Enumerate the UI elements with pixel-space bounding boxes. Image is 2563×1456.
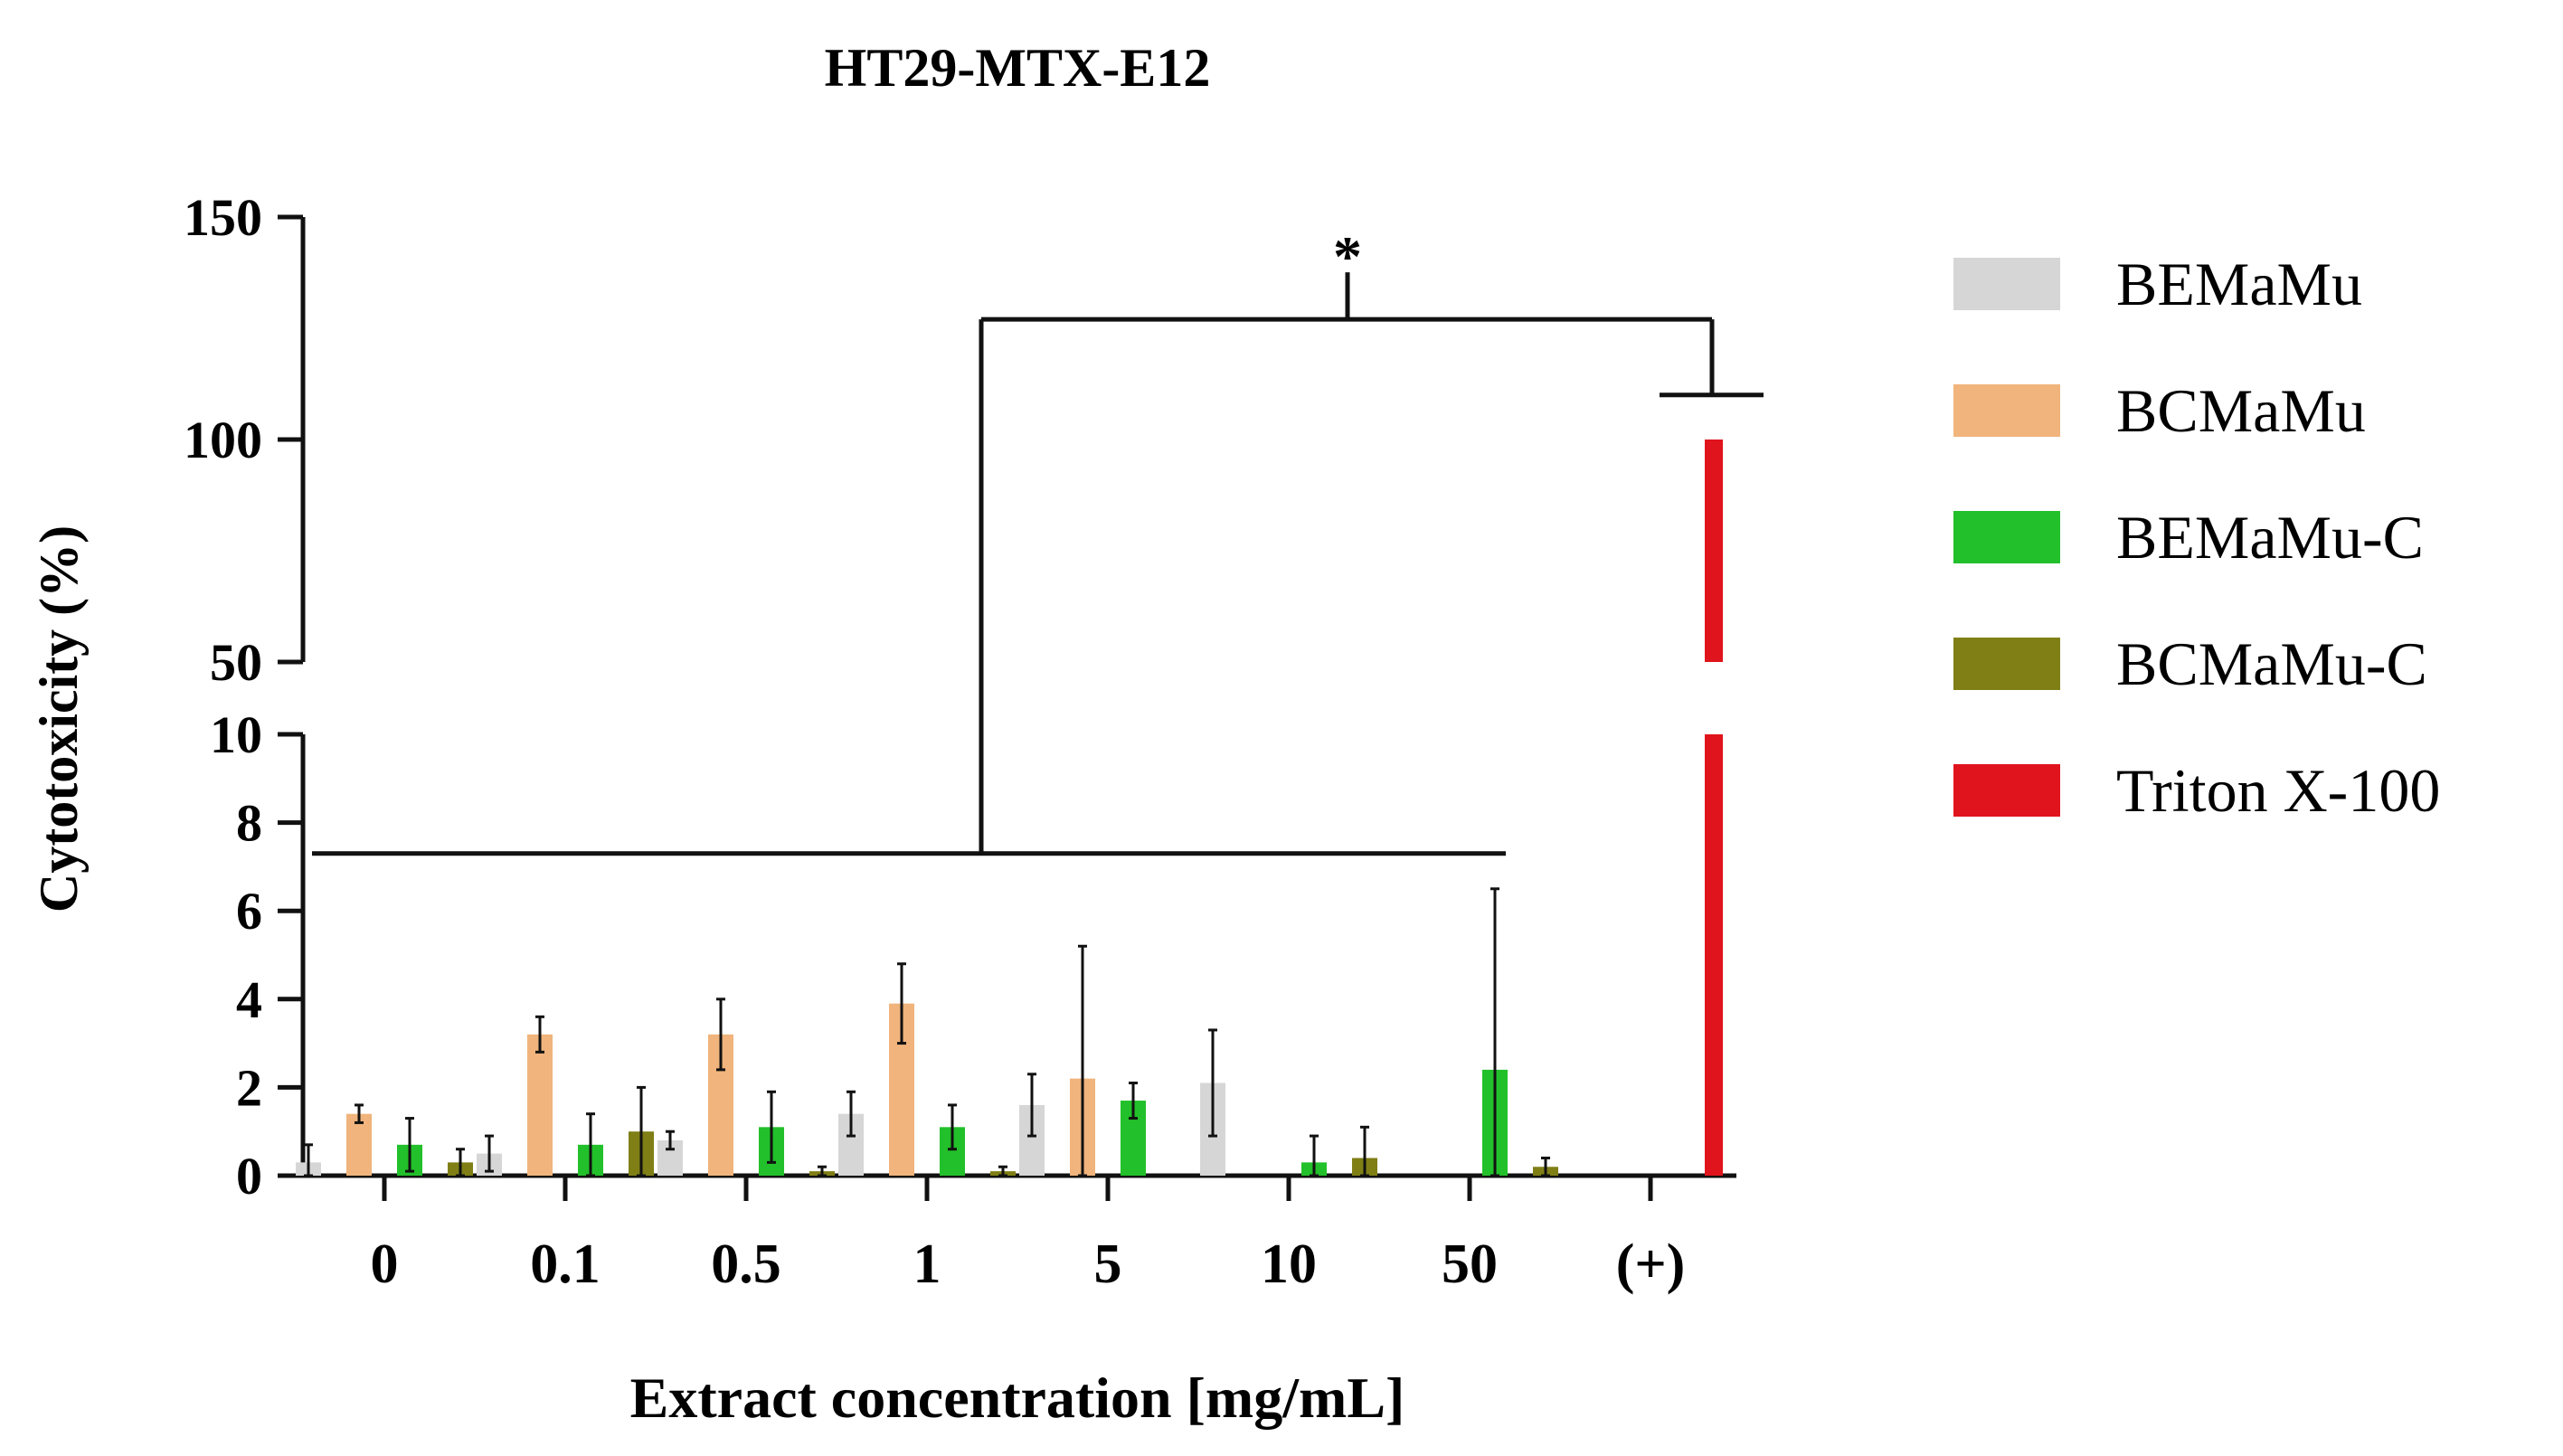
y-tick-label: 2: [236, 1058, 262, 1117]
x-tick-label: 5: [1094, 1234, 1122, 1295]
legend-label: BCMaMu: [2116, 376, 2366, 445]
bar-lower-part: [1705, 734, 1723, 1176]
bar-upper-part: [1705, 440, 1723, 662]
y-tick-label: 6: [236, 882, 262, 941]
x-tick-label: 0.1: [530, 1234, 601, 1295]
legend: BEMaMu BCMaMu BEMaMu-C BCMaMu-C Triton X-100: [1953, 250, 2440, 825]
x-axis-label: Extract concentration [mg/mL]: [630, 1366, 1405, 1430]
legend-swatch: [1953, 638, 2060, 690]
legend-swatch: [1953, 384, 2060, 437]
legend-swatch: [1953, 511, 2060, 563]
legend-label: BEMaMu: [2116, 250, 2362, 318]
y-tick-label: 0: [236, 1147, 262, 1205]
y-axis-label: Cytotoxicity (%): [29, 525, 89, 912]
bar: [346, 1113, 372, 1176]
significance-bracket: *: [312, 224, 1764, 856]
legend-label: Triton X-100: [2116, 756, 2440, 825]
y-tick-label: 8: [236, 794, 262, 853]
x-tick-label: 0.5: [711, 1234, 781, 1295]
significance-star: *: [1333, 224, 1362, 288]
x-tick-label: 1: [913, 1234, 941, 1295]
y-tick-label: 50: [210, 633, 262, 692]
bar: [527, 1034, 553, 1176]
legend-label: BEMaMu-C: [2116, 503, 2424, 572]
x-tick-label: 0: [371, 1234, 399, 1295]
chart-title: HT29-MTX-E12: [825, 38, 1211, 98]
legend-label: BCMaMu-C: [2116, 629, 2427, 698]
bars: [296, 440, 1723, 1177]
y-tick-label: 4: [236, 970, 262, 1029]
x-tick-label: (+): [1616, 1234, 1686, 1295]
y-tick-label: 10: [210, 705, 262, 764]
x-tick-label: 10: [1261, 1234, 1317, 1295]
y-tick-label: 150: [184, 188, 262, 247]
x-tick-label: 50: [1442, 1234, 1498, 1295]
legend-swatch: [1953, 764, 2060, 817]
axes: 0 2 4 6 8 10 50 100 150 0 0.1 0.5 1 5 10 50 (+): [184, 188, 1736, 1295]
y-tick-label: 100: [184, 411, 262, 469]
legend-swatch: [1953, 258, 2060, 310]
